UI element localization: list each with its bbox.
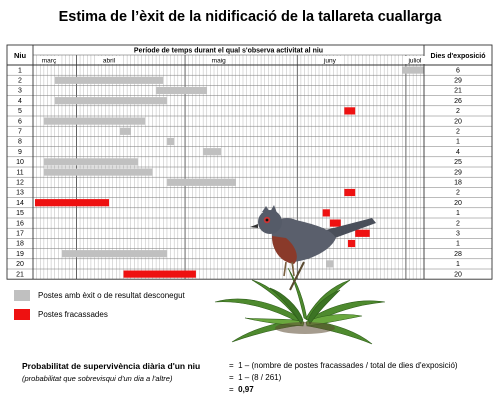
header-period: Període de temps durant el qual s'observ… bbox=[134, 48, 323, 55]
row-days-value: 1 bbox=[456, 261, 460, 268]
formula-line-3: 0,97 bbox=[238, 385, 254, 394]
row-days-value: 20 bbox=[454, 118, 462, 125]
month-label-4: juliol bbox=[407, 58, 422, 65]
formula-rhs: = 1 – (nombre de postes fracassades / to… bbox=[229, 360, 458, 396]
row-label: 21 bbox=[16, 271, 24, 278]
row-days-value: 4 bbox=[456, 149, 460, 156]
row-days-value: 1 bbox=[456, 139, 460, 146]
row-days-value: 26 bbox=[454, 98, 462, 105]
formula-line-2: 1 – (8 / 261) bbox=[238, 373, 282, 382]
row-days-value: 21 bbox=[454, 88, 462, 95]
month-label-1: abril bbox=[103, 58, 116, 65]
row-days-value: 18 bbox=[454, 180, 462, 187]
header-days: Dies d'exposició bbox=[431, 53, 486, 60]
bar-nest-8 bbox=[166, 137, 175, 146]
chart-title: Estima de l’èxit de la nidificació de la… bbox=[58, 9, 442, 25]
row-label: 17 bbox=[16, 231, 24, 238]
row-days-value: 25 bbox=[454, 159, 462, 166]
month-label-bg bbox=[37, 56, 61, 64]
month-label-0: març bbox=[42, 58, 57, 65]
row-label: 8 bbox=[18, 139, 22, 146]
row-label: 1 bbox=[18, 67, 22, 74]
row-label: 12 bbox=[16, 180, 24, 187]
row-label: 9 bbox=[18, 149, 22, 156]
bar-nest-17 bbox=[355, 229, 370, 237]
formula-eq-2: = bbox=[229, 373, 234, 382]
bar-nest-11 bbox=[43, 168, 153, 176]
month-label-bg bbox=[317, 56, 342, 64]
row-label: 11 bbox=[16, 169, 23, 176]
row-label: 6 bbox=[18, 118, 22, 125]
row-label: 15 bbox=[16, 210, 24, 217]
row-days-value: 2 bbox=[456, 190, 460, 197]
bar-nest-9 bbox=[203, 148, 222, 156]
bar-nest-3 bbox=[156, 86, 207, 95]
row-days-value: 6 bbox=[456, 67, 460, 74]
bar-nest-6 bbox=[43, 117, 146, 125]
row-label: 7 bbox=[18, 129, 22, 136]
legend-swatch-success bbox=[14, 290, 30, 301]
month-label-bg bbox=[402, 56, 427, 64]
month-label-bg bbox=[206, 56, 231, 64]
row-label: 19 bbox=[16, 251, 24, 258]
month-label-2: maig bbox=[212, 58, 226, 65]
row-label: 10 bbox=[16, 159, 24, 166]
bar-nest-10 bbox=[43, 158, 138, 166]
formula-lhs-title: Probabilitat de supervivència diària d'u… bbox=[22, 361, 201, 371]
bar-nest-15 bbox=[322, 209, 330, 217]
row-days-value: 3 bbox=[456, 231, 460, 238]
formula-eq-3: = bbox=[229, 385, 234, 394]
row-days-value: 2 bbox=[456, 220, 460, 227]
bar-nest-21 bbox=[123, 270, 196, 278]
month-label-3: juny bbox=[323, 58, 337, 65]
row-days-value: 2 bbox=[456, 129, 460, 136]
bar-nest-16 bbox=[329, 219, 341, 227]
bar-nest-13 bbox=[344, 188, 356, 197]
formula-eq-1: = bbox=[229, 361, 234, 370]
bar-nest-2 bbox=[54, 76, 164, 84]
row-label: 13 bbox=[16, 190, 24, 197]
row-days-value: 2 bbox=[456, 108, 460, 115]
bird bbox=[250, 205, 376, 277]
row-days-value: 1 bbox=[456, 241, 460, 248]
bar-nest-20 bbox=[326, 260, 334, 268]
legend-label-failed: Postes fracassades bbox=[38, 310, 108, 319]
row-label: 5 bbox=[18, 108, 22, 115]
row-label: 4 bbox=[18, 98, 22, 105]
legend-swatch-failed bbox=[14, 309, 30, 320]
bar-nest-14 bbox=[35, 199, 110, 207]
bar-nest-18 bbox=[347, 239, 356, 248]
bar-nest-19 bbox=[61, 250, 167, 258]
plant-base bbox=[275, 322, 335, 334]
bar-nest-5 bbox=[344, 107, 356, 115]
row-days-value: 20 bbox=[454, 200, 462, 207]
row-days-value: 29 bbox=[454, 78, 462, 85]
bar-nest-4 bbox=[54, 97, 167, 105]
row-label: 2 bbox=[18, 78, 22, 85]
row-days-value: 29 bbox=[454, 169, 462, 176]
formula-lhs: Probabilitat de supervivència diària d'u… bbox=[22, 360, 227, 385]
formula-lhs-note: (probabilitat que sobrevisqui d'un dia a… bbox=[22, 374, 173, 383]
row-label: 18 bbox=[16, 241, 24, 248]
row-days-value: 1 bbox=[456, 210, 460, 217]
legend-label-success: Postes amb èxit o de resultat desconegut bbox=[38, 291, 185, 300]
bar-nest-12 bbox=[166, 178, 236, 186]
header-niu: Niu bbox=[14, 51, 27, 60]
row-label: 3 bbox=[18, 88, 22, 95]
twig bbox=[289, 261, 305, 291]
row-label: 14 bbox=[16, 200, 24, 207]
bar-nest-7 bbox=[119, 127, 131, 135]
month-label-bg bbox=[97, 56, 122, 64]
bar-nest-1 bbox=[402, 66, 424, 74]
row-days-value: 20 bbox=[454, 271, 462, 278]
row-label: 16 bbox=[16, 220, 24, 227]
formula-line-1: 1 – (nombre de postes fracassades / tota… bbox=[238, 361, 458, 370]
row-label: 20 bbox=[16, 261, 24, 268]
chart-frame bbox=[6, 44, 493, 280]
row-days-value: 28 bbox=[454, 251, 462, 258]
